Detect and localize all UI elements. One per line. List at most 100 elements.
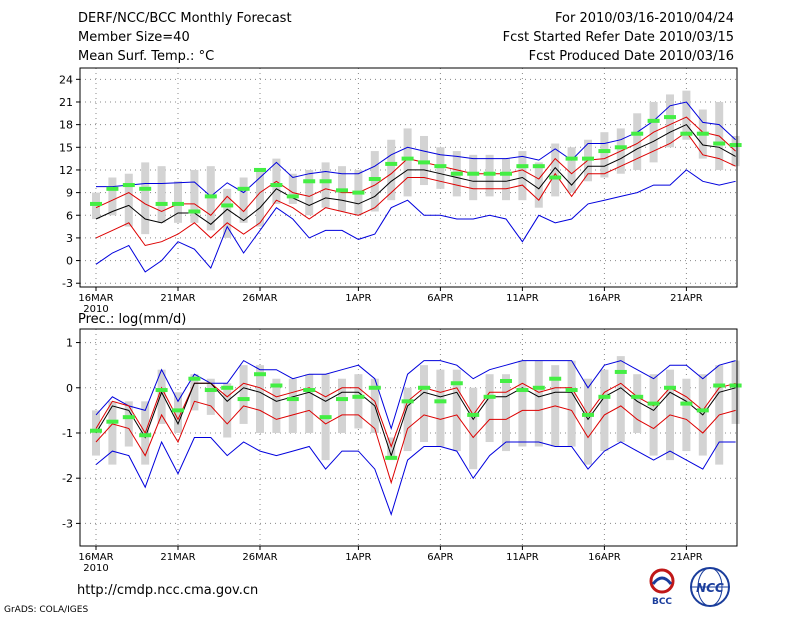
panel2-date-tick-label: 1APR	[345, 552, 371, 563]
panel2-median-marker	[352, 394, 365, 399]
panel2-median-marker	[680, 401, 693, 406]
panel2-median-marker	[500, 378, 512, 383]
panel1-min-line	[95, 169, 736, 273]
panel2-ensemble-box	[239, 365, 248, 424]
panel1-y-tick-label: 24	[59, 73, 73, 86]
panel1-median-marker	[204, 194, 217, 199]
panel1-median-marker	[401, 156, 414, 161]
panel2-plot-frame	[79, 328, 738, 547]
panel1-max-line	[96, 101, 736, 198]
panel1-date-tick-label: 26MAR	[242, 293, 277, 304]
panel2-median-marker	[532, 385, 545, 390]
panel2-ensemble-box	[403, 387, 412, 452]
panel2-ensemble-box	[124, 401, 133, 447]
started-date-label: Fcst Started Refer Date 2010/03/15	[502, 30, 734, 45]
panel1-median-marker	[336, 188, 348, 193]
panel1-median-marker	[319, 179, 332, 184]
panel2-y-tick-label: 1	[66, 337, 73, 350]
panel2-median-marker	[598, 394, 611, 399]
panel2-median-marker	[418, 385, 430, 390]
panel2-ensemble-box	[354, 374, 363, 429]
panel2-max-line	[95, 359, 736, 431]
panel2-median-marker	[483, 394, 496, 399]
panel2-median-marker	[614, 369, 627, 374]
panel2-median-marker	[204, 388, 217, 393]
panel1-ensemble-box	[469, 154, 478, 201]
panel1-year-label: 2010	[83, 304, 108, 315]
source-url[interactable]: http://cmdp.ncc.cma.gov.cn	[77, 583, 259, 598]
panel2-median-marker	[631, 394, 644, 399]
panel2-median-marker	[385, 455, 398, 460]
panel2-ensemble-box	[518, 360, 527, 447]
panel2-ensemble-box	[682, 378, 691, 452]
panel2-ensemble-box	[272, 378, 281, 433]
panel1-ensemble-box	[551, 143, 560, 197]
produced-date-label: Fcst Produced Date 2010/03/16	[528, 49, 734, 64]
panel2-median-marker	[565, 388, 578, 393]
panel1-ensemble-box	[124, 173, 133, 227]
panel1-median-marker	[467, 171, 480, 176]
panel1-median-marker	[713, 141, 726, 146]
ncc-logo: NCC	[690, 567, 730, 607]
panel2-median-marker	[549, 376, 562, 381]
panel1-ensemble-box	[518, 151, 527, 201]
panel2-y-tick-label: -2	[62, 472, 73, 485]
panel2-date-tick-label: 26MAR	[242, 552, 277, 563]
panel1-ensemble-box	[190, 169, 199, 223]
panel1-ensemble-box	[305, 169, 314, 216]
panel2-ensemble-box	[174, 392, 182, 433]
panel2-ensemble-box	[731, 360, 740, 424]
panel1-median-marker	[614, 145, 627, 150]
panel2-ensemble-box	[502, 374, 510, 452]
panel2-y-tick-label: 0	[66, 382, 73, 395]
panel2-median-marker	[467, 412, 480, 417]
panel1-median-marker	[582, 156, 594, 161]
member-size-label: Member Size=40	[78, 30, 190, 45]
panel1-median-marker	[434, 164, 447, 169]
panel1-median-marker	[418, 160, 430, 165]
panel1-ensemble-box	[288, 173, 297, 204]
panel1-ensemble-box	[321, 162, 330, 208]
panel1-ensemble-box	[666, 94, 674, 148]
panel2-median-marker	[336, 397, 348, 402]
panel2-ensemble-box	[633, 374, 642, 433]
panel2-min-line	[95, 437, 736, 516]
panel2-ensemble-box	[584, 378, 592, 465]
panel2-median-marker	[221, 385, 234, 390]
panel1-ensemble-box	[141, 162, 150, 235]
panel1-median-marker	[122, 183, 135, 188]
panel2-ensemble-box	[338, 378, 346, 433]
panel2-date-tick-label: 11APR	[506, 552, 539, 563]
panel1-median-marker	[139, 186, 152, 191]
panel2-date-tick-label: 16APR	[588, 552, 621, 563]
panel1-median-marker	[680, 131, 693, 136]
panel2-ensemble-box	[190, 374, 199, 411]
panel2-date-tick-label: 16MAR	[78, 552, 113, 563]
panel2-spread-lower-line	[95, 400, 736, 485]
panel1-median-marker	[106, 186, 119, 191]
panel2-ensemble-box	[223, 383, 232, 438]
panel2-ensemble-box	[485, 374, 494, 443]
grads-credit: GrADS: COLA/IGES	[4, 605, 89, 615]
panel1-date-tick-label: 21APR	[670, 293, 703, 304]
panel2-median-marker	[139, 433, 152, 438]
panel1-median-marker	[565, 156, 578, 161]
panel2-y-tick-label: -3	[62, 517, 73, 530]
panel1-median-marker	[237, 186, 250, 191]
panel2-ensemble-box	[387, 437, 396, 461]
panel2-ensemble-box	[420, 365, 428, 443]
panel1-ensemble-box	[534, 162, 543, 208]
panel2-ensemble-box	[452, 369, 461, 452]
panel2-ensemble-box	[157, 369, 166, 424]
panel1-median-marker	[450, 171, 463, 176]
panel1-y-tick-label: 9	[66, 187, 73, 200]
panel1-ensemble-box	[633, 113, 642, 170]
precip-title: Prec.: log(mm/d)	[78, 312, 186, 327]
panel2-median-marker	[90, 428, 102, 433]
panel1-ensemble-box	[567, 147, 576, 193]
panel2-y-tick-label: -1	[62, 427, 73, 440]
panel2-median-marker	[319, 415, 332, 420]
panel1-ensemble-box	[600, 132, 609, 178]
panel2-ensemble-box	[288, 378, 297, 433]
panel1-y-tick-label: 12	[59, 164, 73, 177]
